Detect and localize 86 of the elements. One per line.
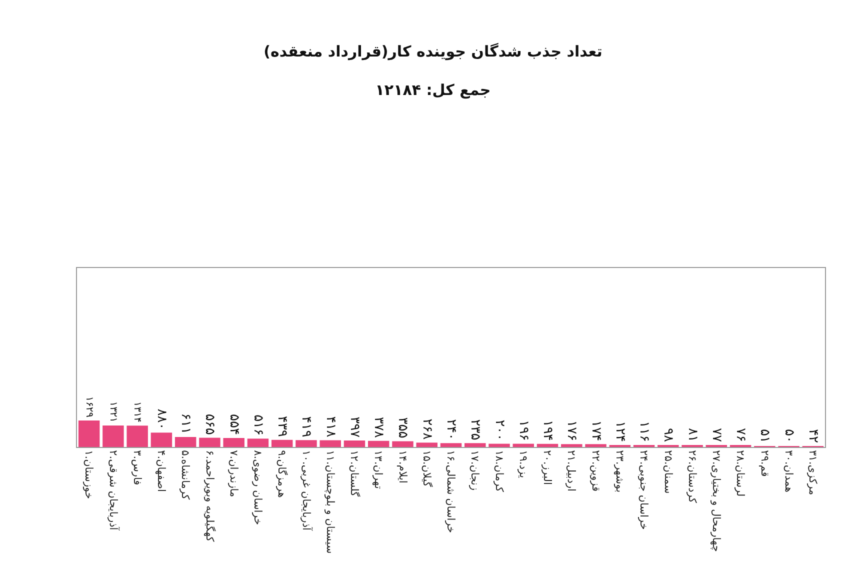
x-tick-label: ۲۹.قم bbox=[758, 450, 770, 477]
x-tick-label: ۱۳.تهران bbox=[372, 450, 384, 489]
x-tick-label: ۷.مازندران bbox=[227, 450, 240, 498]
bar bbox=[223, 438, 244, 447]
data-label: ۳۹۷ bbox=[346, 416, 362, 438]
x-tick-label: ۱۰.آذربایجان غربی bbox=[300, 450, 313, 532]
x-tick-label: ۴.اصفهان bbox=[155, 450, 168, 492]
data-label: ۸۱ bbox=[684, 428, 700, 442]
data-label: ۹۸ bbox=[660, 428, 676, 442]
x-tick-label: ۳۱.مرکزی bbox=[806, 450, 819, 496]
bar bbox=[102, 426, 124, 447]
bar bbox=[464, 443, 486, 447]
bar bbox=[126, 426, 148, 447]
x-tick-label: ۲۲.قزوین bbox=[589, 450, 602, 492]
bar bbox=[585, 444, 606, 447]
data-label: ۶۱۱ bbox=[178, 413, 194, 434]
x-tick-label: ۲۵.سمنان bbox=[662, 450, 674, 494]
bar bbox=[320, 440, 341, 447]
bar bbox=[150, 432, 172, 447]
data-label: ۱۷۶ bbox=[564, 420, 580, 442]
data-label: ۵۱۶ bbox=[250, 414, 266, 436]
x-tick-label: ۲۰.البرز bbox=[541, 450, 554, 485]
data-label: ۱۹۶ bbox=[516, 420, 531, 441]
x-tick-label: ۱۵.گیلان bbox=[420, 450, 434, 487]
data-label: ۱۳۲۱ bbox=[108, 401, 119, 422]
data-label: ۴۱۹ bbox=[298, 416, 314, 438]
bar bbox=[512, 444, 534, 447]
data-label: ۷۶ bbox=[733, 428, 748, 442]
data-label: ۴۱۸ bbox=[322, 416, 338, 438]
x-tick-label: ۹.هرمزگان bbox=[276, 450, 289, 498]
data-label: ۴۳۹ bbox=[274, 416, 290, 437]
data-label: ۵۱ bbox=[757, 429, 772, 443]
bar bbox=[78, 420, 100, 447]
data-label: ۱۳۱۴ bbox=[132, 401, 143, 423]
data-label: ۱۹۴ bbox=[540, 420, 556, 441]
x-tick-label: ۲۸.لرستان bbox=[734, 450, 746, 497]
x-tick-label: ۱۸.کرمان bbox=[492, 450, 505, 492]
bar bbox=[174, 437, 196, 447]
data-label: ۲۴۰ bbox=[444, 419, 458, 440]
data-label: ۷۷ bbox=[708, 428, 724, 442]
x-tick-label: ۱۲.گلستان bbox=[348, 450, 362, 497]
x-tick-label: ۳۰.همدان bbox=[782, 450, 794, 492]
data-label: ۵۶۵ bbox=[202, 414, 218, 435]
bar bbox=[344, 440, 366, 447]
data-label: ۱۷۴ bbox=[588, 420, 604, 442]
x-tick-label: ۱۹.یزد bbox=[516, 450, 529, 478]
chart-title: تعداد جذب شدگان جوینده کار(قرارداد منعقده) bbox=[264, 42, 602, 60]
bar bbox=[440, 443, 462, 447]
data-label: ۵۰ bbox=[781, 429, 796, 443]
bar bbox=[561, 444, 582, 447]
x-tick-label: ۲۳.بوشهر bbox=[613, 450, 626, 493]
bar bbox=[488, 444, 510, 447]
x-tick-label: ۲۱.اردبیل bbox=[565, 450, 578, 492]
data-label: ۱۲۴ bbox=[612, 421, 628, 442]
data-label: ۴۲ bbox=[805, 429, 820, 443]
bar bbox=[247, 438, 269, 447]
data-label: ۲۰۰ bbox=[492, 420, 507, 441]
x-tick-label: ۱.خوزستان bbox=[82, 450, 95, 499]
x-tick-label: ۸.خراسان رضوی bbox=[252, 450, 264, 525]
data-label: ۲۶۸ bbox=[419, 418, 434, 440]
bar bbox=[199, 438, 220, 447]
x-tick-label: ۲۷.چهارمحال و بختیاری bbox=[710, 450, 722, 552]
data-label: ۳۵۵ bbox=[395, 417, 410, 438]
x-tick-label: ۲۴.خراسان جنوبی bbox=[638, 450, 650, 530]
x-tick-label: ۱۷.زنجان bbox=[468, 450, 481, 490]
data-label: ۸۸۰ bbox=[154, 408, 169, 430]
x-tick-label: ۱۴.ایلام bbox=[396, 450, 408, 484]
bar bbox=[368, 440, 390, 447]
x-tick-label: ۳.فارس bbox=[130, 450, 143, 486]
x-tick-label: ۲۶.کردستان bbox=[686, 450, 698, 504]
data-label: ۱۶۲۹ bbox=[83, 396, 94, 418]
bar bbox=[296, 440, 317, 447]
x-tick-label: ۵.کرمانشاه bbox=[179, 450, 192, 500]
bar bbox=[536, 444, 558, 447]
x-tick-label: ۱۱.سیستان و بلوچستان bbox=[324, 450, 336, 554]
bar bbox=[271, 440, 293, 447]
data-label: ۵۵۴ bbox=[226, 414, 242, 435]
x-tick-label: ۲.آذربایجان شرقی bbox=[106, 450, 120, 532]
data-label: ۱۱۶ bbox=[636, 421, 652, 442]
x-tick-label: ۱۶.خراسان شمالی bbox=[444, 450, 457, 533]
x-tick-label: ۶.کهگیلویه وبویراحمد bbox=[203, 450, 216, 542]
data-label: ۳۷۸ bbox=[371, 416, 386, 438]
data-label: ۲۳۵ bbox=[468, 419, 483, 440]
bar bbox=[392, 441, 414, 447]
chart-subtitle: جمع کل: ۱۲۱۸۴ bbox=[375, 81, 491, 99]
bar bbox=[416, 442, 438, 447]
